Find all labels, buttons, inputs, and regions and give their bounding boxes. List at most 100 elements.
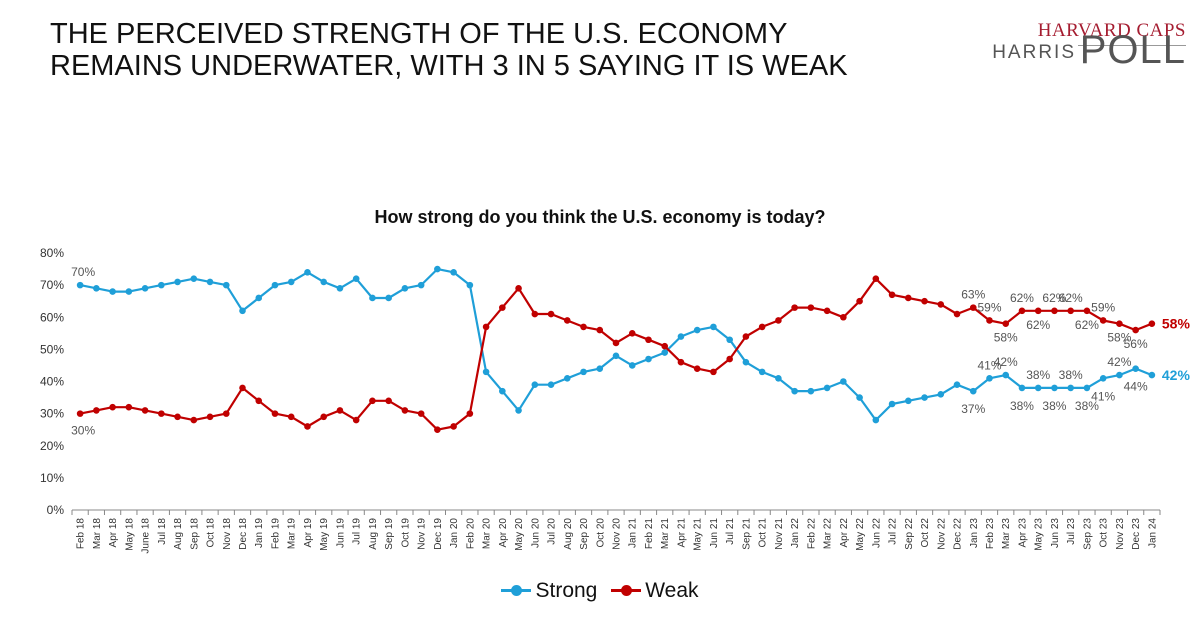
x-tick-label: Feb 21 (644, 518, 655, 550)
x-tick-label: Jan 24 (1147, 518, 1158, 548)
data-point-strong (109, 288, 116, 295)
data-label: 58% (1162, 316, 1191, 332)
data-point-strong (775, 374, 782, 382)
data-point-strong (141, 285, 149, 292)
x-tick-label: Jan 22 (790, 518, 801, 548)
data-label: 62% (1075, 318, 1099, 332)
data-point-strong (856, 394, 863, 401)
x-tick-label: Mar 22 (823, 518, 834, 550)
data-point-strong (320, 278, 328, 286)
data-point-strong (1116, 371, 1123, 379)
data-point-weak (125, 403, 133, 411)
data-point-weak (482, 323, 490, 331)
harvard-caps-harris-poll-logo: HARVARD CAPS HARRIS POLL (946, 18, 1186, 72)
data-label: 42% (1162, 367, 1191, 383)
data-point-strong (840, 378, 847, 385)
x-tick-label: Jul 21 (725, 518, 736, 545)
logo-left-text: HARRIS (992, 42, 1076, 63)
data-point-weak (304, 423, 311, 430)
x-tick-label: Apr 21 (676, 518, 687, 548)
x-tick-label: Nov 18 (222, 518, 233, 550)
x-tick-label: Feb 23 (985, 518, 996, 550)
data-label: 38% (1010, 399, 1034, 413)
data-point-strong (904, 397, 912, 405)
data-point-weak (937, 301, 945, 308)
data-point-weak (1148, 320, 1156, 327)
x-tick-label: Apr 20 (498, 518, 509, 548)
x-tick-label: Dec 18 (238, 518, 249, 550)
data-label: 41% (1091, 389, 1115, 403)
data-point-strong (531, 381, 539, 389)
data-label: 58% (994, 331, 1018, 345)
data-point-strong (255, 294, 263, 302)
data-label: 70% (71, 265, 95, 279)
y-tick-label: 10% (40, 471, 64, 485)
x-tick-label: Sep 23 (1082, 518, 1093, 550)
data-point-weak (726, 355, 733, 363)
data-label: 30% (71, 424, 95, 438)
data-point-strong (466, 281, 474, 289)
x-tick-label: Jul 18 (157, 518, 168, 545)
data-point-strong (1148, 371, 1156, 379)
data-label: 58% (1107, 331, 1131, 345)
data-point-weak (109, 403, 116, 411)
x-tick-label: Jun 21 (709, 518, 720, 548)
data-point-weak (856, 297, 863, 305)
x-tick-label: May 21 (693, 518, 704, 551)
data-point-weak (531, 310, 539, 318)
data-point-weak (693, 365, 701, 372)
x-tick-label: Feb 20 (465, 518, 476, 550)
data-point-weak (206, 413, 214, 421)
x-tick-label: Jul 23 (1066, 518, 1077, 545)
y-tick-label: 0% (47, 503, 65, 517)
x-tick-label: Oct 23 (1099, 518, 1110, 548)
data-point-weak (1051, 307, 1058, 315)
data-point-strong (93, 285, 100, 292)
data-point-weak (547, 310, 555, 318)
y-tick-label: 70% (40, 278, 64, 292)
data-point-weak (953, 310, 961, 318)
data-point-weak (76, 410, 84, 417)
data-point-strong (628, 362, 636, 369)
data-point-weak (1034, 307, 1042, 315)
data-point-weak (612, 339, 620, 347)
data-point-weak (969, 304, 977, 311)
data-point-strong (158, 281, 165, 289)
data-point-strong (807, 387, 815, 395)
data-point-strong (239, 307, 246, 315)
data-point-strong (385, 294, 392, 302)
x-tick-label: Sep 20 (579, 518, 590, 550)
data-point-weak (677, 358, 685, 366)
data-point-weak (791, 304, 798, 311)
x-tick-label: Jun 22 (871, 518, 882, 548)
data-point-weak (888, 291, 896, 299)
data-label: 62% (1026, 318, 1050, 332)
data-label: 38% (1075, 399, 1099, 413)
x-tick-label: Mar 19 (287, 518, 298, 550)
data-point-weak (1018, 307, 1026, 315)
data-label: 37% (961, 402, 985, 416)
data-label: 41% (977, 358, 1001, 372)
data-point-weak (1083, 307, 1091, 315)
data-point-weak (775, 317, 782, 324)
data-point-strong (1099, 374, 1107, 382)
x-tick-label: Jan 20 (449, 518, 460, 548)
x-tick-label: Oct 19 (400, 518, 411, 548)
data-point-weak (141, 407, 149, 414)
data-point-weak (986, 317, 993, 324)
x-tick-label: Aug 20 (563, 518, 574, 550)
data-point-strong (596, 365, 604, 372)
data-point-weak (515, 285, 522, 292)
data-label: 42% (994, 355, 1018, 369)
data-point-strong (791, 387, 798, 395)
data-point-weak (1067, 307, 1074, 315)
data-point-weak (1132, 326, 1139, 334)
x-tick-label: Dec 22 (953, 518, 964, 550)
data-label: 62% (1010, 291, 1034, 305)
data-point-strong (499, 387, 506, 395)
x-tick-label: Jan 21 (628, 518, 639, 548)
data-point-strong (206, 278, 214, 286)
y-tick-label: 30% (40, 407, 64, 421)
data-point-strong (693, 326, 701, 334)
